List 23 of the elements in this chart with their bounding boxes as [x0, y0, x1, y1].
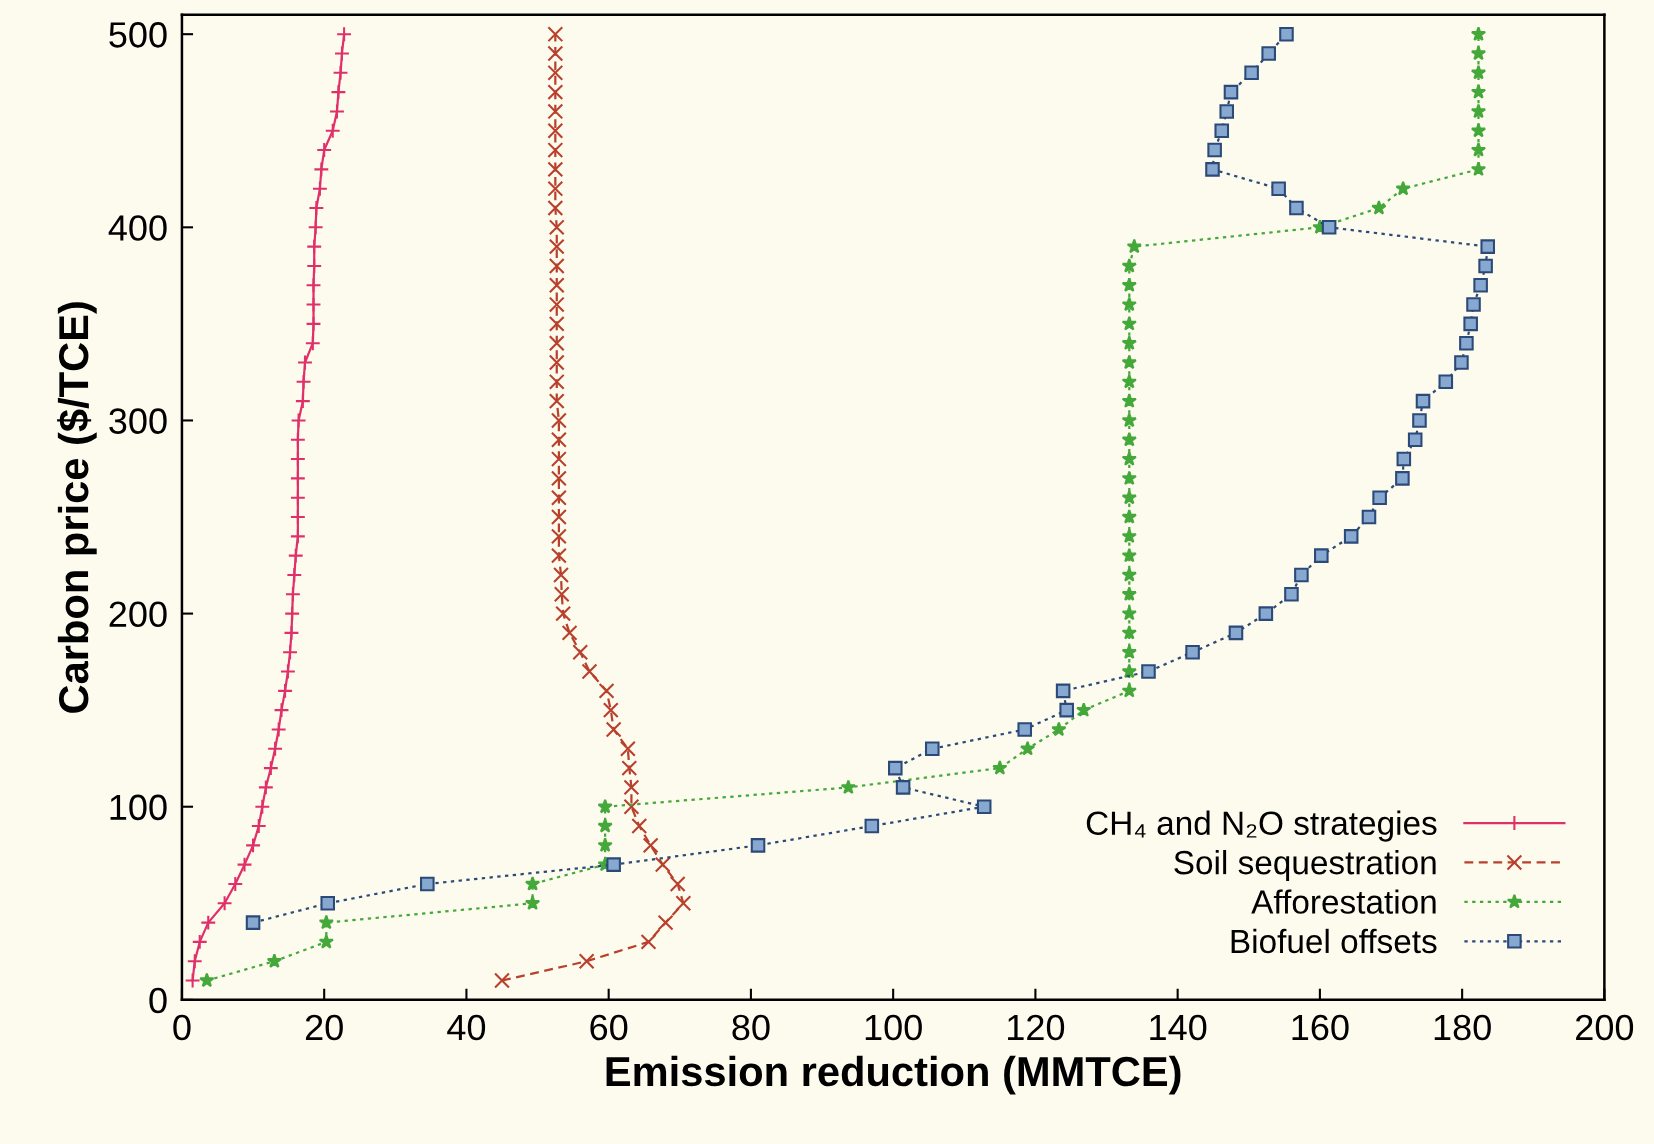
y-tick-label: 300: [109, 408, 167, 434]
legend-label: Soil sequestration: [1174, 849, 1436, 882]
x-tick-label: 140: [1150, 1014, 1207, 1041]
legend-label: Biofuel offsets: [1231, 928, 1437, 954]
legend-label: Afforestation: [1251, 889, 1436, 914]
y-tick-label: 400: [108, 215, 167, 241]
y-tick-label: 0: [149, 987, 167, 1014]
x-tick-label: 20: [305, 1014, 343, 1041]
x-tick-label: 120: [1008, 1014, 1065, 1041]
x-tick-label: 200: [1576, 1014, 1634, 1041]
x-axis-title: Emission reduction (MMTCE): [606, 1055, 1181, 1095]
x-tick-label: 160: [1292, 1014, 1349, 1041]
x-tick-label: 40: [447, 1014, 486, 1041]
x-tick-label: 100: [865, 1014, 922, 1041]
y-tick-label: 200: [109, 601, 167, 628]
y-tick-label: 500: [109, 22, 167, 48]
x-tick-label: 80: [732, 1014, 770, 1041]
x-tick-label: 60: [590, 1014, 628, 1041]
y-axis-title: Carbon price ($/TCE): [57, 302, 97, 713]
legend-label: CH₄ and N₂O strategies: [1086, 810, 1437, 842]
x-tick-label: 0: [173, 1014, 191, 1041]
x-tick-label: 180: [1434, 1014, 1491, 1041]
y-tick-label: 100: [110, 794, 167, 821]
